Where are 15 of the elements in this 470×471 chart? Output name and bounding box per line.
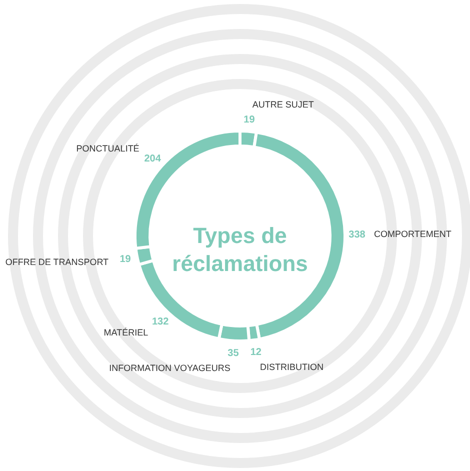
data-label: 12 [250, 346, 262, 358]
slice-label: COMPORTEMENT [374, 229, 452, 240]
data-label: 132 [152, 316, 170, 328]
text: Types de réclamations [172, 223, 308, 276]
data-label: 19 [244, 114, 256, 126]
data-label: 204 [144, 153, 162, 164]
slice-label: AUTRE SUJET [252, 99, 314, 110]
data-label: 338 [348, 229, 366, 240]
data-label: 19 [120, 254, 132, 265]
slice-label: DISTRIBUTION [260, 362, 324, 372]
slice-label: PONCTUALITÉ [76, 143, 140, 154]
data-label: 35 [228, 348, 240, 359]
slice-label: INFORMATION VOYAGEURS [109, 362, 230, 373]
slice-label: MATÉRIEL [104, 328, 148, 338]
slice-label: OFFRE DE TRANSPORT [5, 256, 110, 267]
